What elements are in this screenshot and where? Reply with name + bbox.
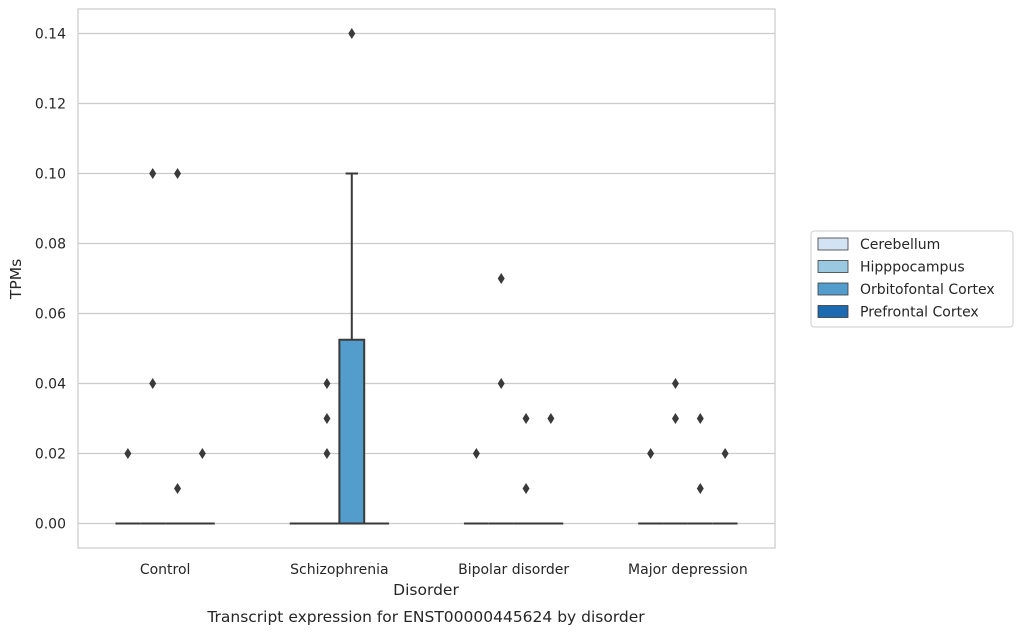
legend-swatch [817, 305, 849, 318]
outlier-point [647, 448, 655, 459]
outlier-point [149, 168, 157, 179]
y-tick-label: 0.12 [35, 97, 66, 113]
y-tick-label: 0.00 [35, 517, 66, 533]
outlier-point [174, 483, 182, 494]
outlier-point [323, 378, 331, 389]
chart-caption: Transcript expression for ENST0000044562… [206, 608, 645, 626]
outlier-point [547, 413, 555, 424]
outlier-point [671, 378, 679, 389]
outlier-point [174, 168, 182, 179]
x-tick-label: Bipolar disorder [458, 562, 569, 578]
y-tick-label: 0.10 [35, 167, 66, 183]
outlier-point [323, 448, 331, 459]
y-axis-title: TPMs [7, 259, 25, 300]
x-tick-labels: Control Schizophrenia Bipolar disorder Majo… [140, 562, 748, 578]
y-tick-label: 0.02 [35, 447, 66, 463]
legend-swatch [817, 237, 849, 251]
legend-label: Orbitofontal Cortex [860, 282, 995, 298]
outlier-point [149, 378, 157, 389]
y-tick-label: 0.08 [35, 237, 66, 253]
outlier-point [472, 448, 480, 459]
box-plot-area [115, 28, 738, 525]
y-tick-label: 0.06 [35, 307, 66, 323]
legend: Cerebellum Hipppocampus Orbitofontal Corte… [810, 230, 1014, 328]
box [338, 338, 366, 525]
outlier-point [522, 413, 530, 424]
outlier-point [522, 483, 530, 494]
y-tick-labels: 0.00 0.02 0.04 0.06 0.08 0.10 0.12 0.14 [35, 27, 66, 533]
legend-swatch [817, 282, 849, 296]
outlier-point [497, 273, 505, 284]
legend-label: Hipppocampus [860, 260, 965, 276]
outlier-point [721, 448, 729, 459]
outlier-point [198, 448, 206, 459]
legend-label: Prefrontal Cortex [860, 305, 979, 321]
plot-frame [77, 8, 776, 549]
x-tick-label: Major depression [628, 562, 748, 578]
outlier-point [671, 413, 679, 424]
x-axis-title: Disorder [393, 581, 459, 599]
outlier-point [497, 378, 505, 389]
outlier-point [696, 483, 704, 494]
outlier-point [696, 413, 704, 424]
legend-frame [810, 230, 1014, 328]
legend-swatch [817, 260, 849, 273]
outlier-point [323, 413, 331, 424]
outlier-point [124, 448, 132, 459]
x-tick-label: Schizophrenia [290, 562, 388, 578]
y-tick-label: 0.04 [35, 377, 66, 393]
y-tick-label: 0.14 [35, 27, 66, 43]
x-tick-label: Control [140, 562, 191, 578]
legend-label: Cerebellum [860, 237, 940, 253]
outlier-point [348, 28, 356, 39]
